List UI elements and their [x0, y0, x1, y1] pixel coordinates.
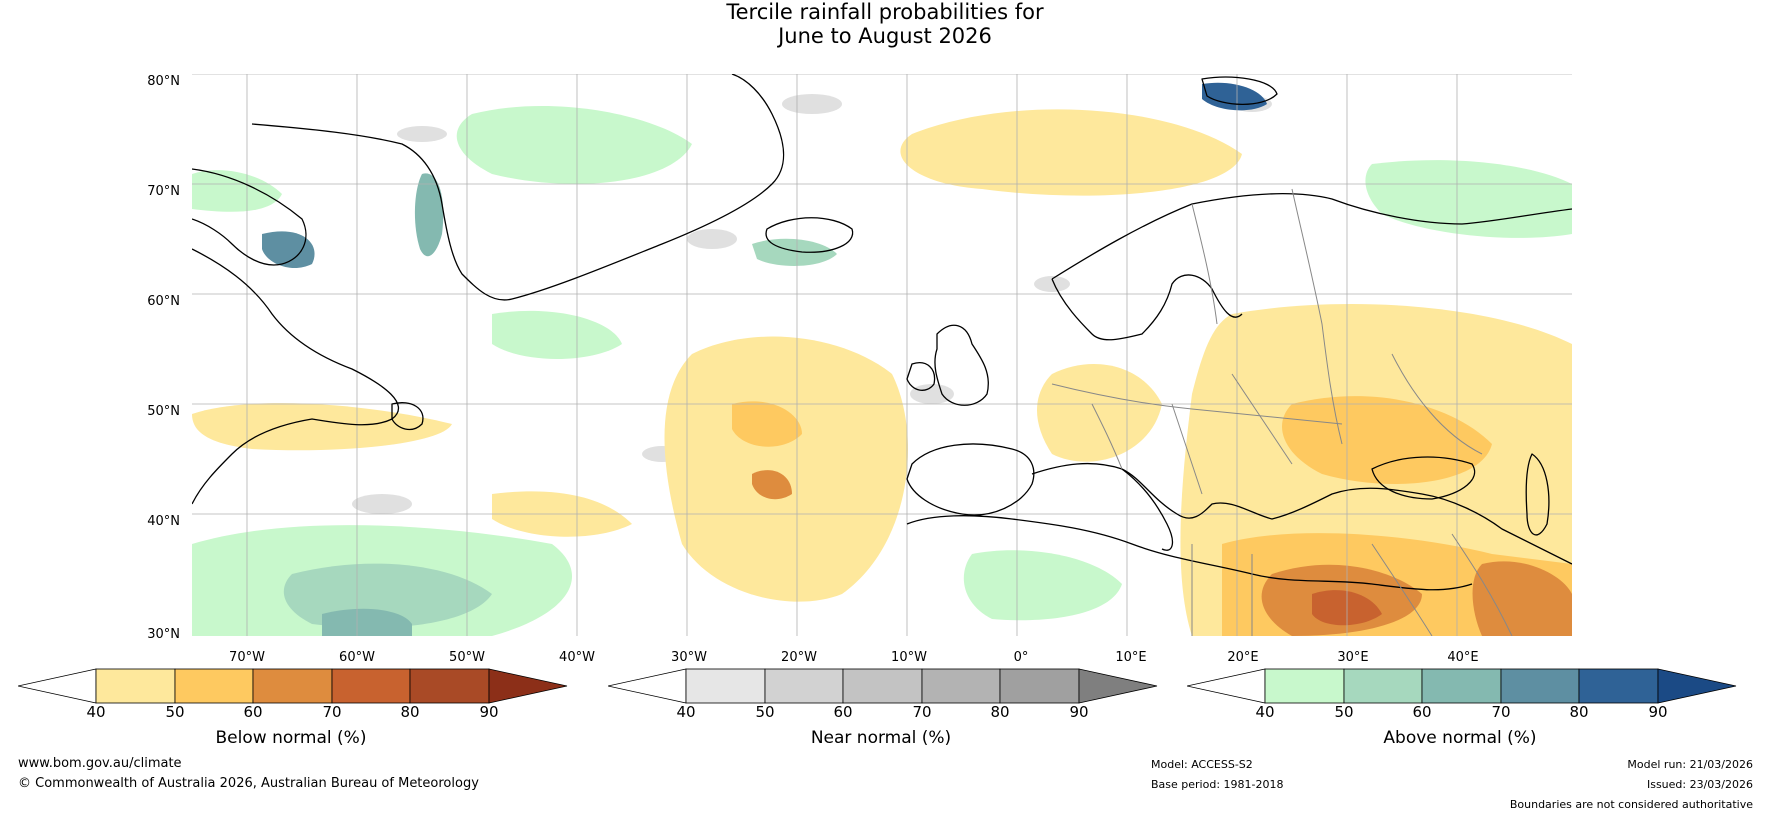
cbar-below-extend-right — [488, 668, 568, 704]
great-britain-coast — [934, 324, 989, 406]
lat-label-50n: 50°N — [147, 404, 180, 419]
cbar-tick: 90 — [479, 703, 499, 721]
cbar-tick: 60 — [833, 703, 853, 721]
cbar-tick: 90 — [1069, 703, 1089, 721]
model-name: Model: ACCESS-S2 — [1151, 758, 1253, 771]
cbar-near-swatch — [842, 668, 923, 704]
boundaries-disclaimer: Boundaries are not considered authoritat… — [1509, 798, 1753, 811]
lat-label-60n: 60°N — [147, 294, 180, 309]
cbar-tick: 70 — [1491, 703, 1511, 721]
black-sea-coast — [1371, 456, 1476, 500]
iberia-coast — [906, 443, 1035, 516]
colorbar-near-label: Near normal (%) — [810, 728, 952, 748]
ireland-coast — [906, 362, 936, 391]
cbar-below-swatch — [252, 668, 333, 704]
lat-label-80n: 80°N — [147, 74, 180, 89]
cbar-above-swatch — [1500, 668, 1580, 704]
cbar-near-swatch — [685, 668, 766, 704]
cbar-tick: 40 — [676, 703, 696, 721]
lon-label-40e: 40°E — [1447, 650, 1479, 665]
cbar-tick: 50 — [165, 703, 185, 721]
map-title: Tercile rainfall probabilities for June … — [0, 0, 1770, 48]
cbar-above-swatch — [1578, 668, 1659, 704]
cbar-tick: 60 — [243, 703, 263, 721]
title-line-2: June to August 2026 — [778, 24, 992, 48]
lon-label-60w: 60°W — [339, 650, 375, 665]
lon-label-50w: 50°W — [449, 650, 485, 665]
iceland-coast — [765, 217, 854, 253]
cbar-below-swatch — [331, 668, 411, 704]
cbar-tick: 90 — [1648, 703, 1668, 721]
above-normal-patches — [192, 82, 1572, 636]
lon-label-0: 0° — [1013, 650, 1029, 665]
cbar-tick: 70 — [322, 703, 342, 721]
lat-label-70n: 70°N — [147, 184, 180, 199]
lon-label-40w: 40°W — [559, 650, 595, 665]
cbar-tick: 60 — [1412, 703, 1432, 721]
base-period: Base period: 1981-2018 — [1151, 778, 1284, 791]
lat-label-40n: 40°N — [147, 514, 180, 529]
title-line-1: Tercile rainfall probabilities for — [726, 0, 1044, 24]
cbar-above-swatch — [1343, 668, 1423, 704]
cbar-below-extend-left — [18, 668, 97, 704]
lon-label-30e: 30°E — [1337, 650, 1369, 665]
model-run-date: Model run: 21/03/2026 — [1627, 758, 1753, 771]
cbar-above-swatch — [1421, 668, 1502, 704]
lat-label-30n: 30°N — [147, 627, 180, 642]
cbar-tick: 40 — [1255, 703, 1275, 721]
colorbar-below-normal — [18, 668, 568, 704]
cbar-near-extend-right — [1078, 668, 1158, 704]
probability-map — [191, 73, 1573, 637]
copyright-notice: © Commonwealth of Australia 2026, Austra… — [18, 776, 479, 791]
cbar-tick: 70 — [912, 703, 932, 721]
cbar-tick: 40 — [86, 703, 106, 721]
cbar-tick: 50 — [1334, 703, 1354, 721]
lon-label-10w: 10°W — [891, 650, 927, 665]
issued-date: Issued: 23/03/2026 — [1646, 778, 1753, 791]
map-canvas — [191, 73, 1573, 637]
cbar-near-swatch — [999, 668, 1080, 704]
cbar-below-swatch — [174, 668, 254, 704]
cbar-below-swatch — [409, 668, 490, 704]
below-normal-patches — [192, 109, 1572, 636]
cbar-tick: 80 — [990, 703, 1010, 721]
greenland-coast — [251, 73, 785, 301]
website-link[interactable]: www.bom.gov.au/climate — [18, 756, 182, 771]
colorbar-above-label: Above normal (%) — [1383, 728, 1537, 748]
lon-label-20e: 20°E — [1227, 650, 1259, 665]
cbar-near-swatch — [764, 668, 844, 704]
colorbar-above-normal — [1187, 668, 1737, 704]
graticule — [192, 73, 1572, 636]
cbar-near-swatch — [921, 668, 1001, 704]
cbar-near-extend-left — [608, 668, 687, 704]
country-boundaries — [1051, 188, 1513, 637]
cbar-above-extend-left — [1187, 668, 1266, 704]
cbar-tick: 80 — [1569, 703, 1589, 721]
colorbar-below-label: Below normal (%) — [215, 728, 367, 748]
cbar-tick: 50 — [755, 703, 775, 721]
lon-label-30w: 30°W — [671, 650, 707, 665]
colorbar-near-normal — [608, 668, 1158, 704]
lon-label-70w: 70°W — [229, 650, 265, 665]
lon-label-10e: 10°E — [1115, 650, 1147, 665]
cbar-above-swatch — [1264, 668, 1345, 704]
cbar-above-extend-right — [1657, 668, 1737, 704]
cbar-tick: 80 — [400, 703, 420, 721]
cbar-below-swatch — [95, 668, 176, 704]
lon-label-20w: 20°W — [781, 650, 817, 665]
